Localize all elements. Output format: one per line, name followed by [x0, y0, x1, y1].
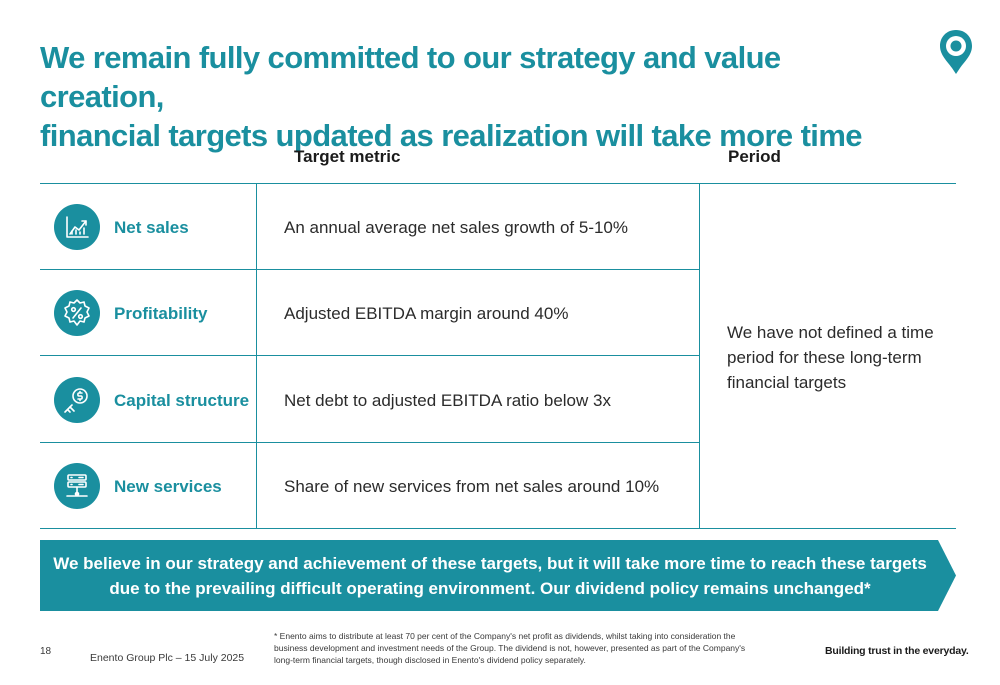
row-metric-capital-structure: Net debt to adjusted EBITDA ratio below … — [284, 391, 611, 410]
row-divider — [40, 355, 699, 356]
page-number: 18 — [40, 646, 52, 657]
row-metric-new-services: Share of new services from net sales aro… — [284, 477, 660, 496]
column-divider-2 — [699, 183, 700, 528]
header-target-metric: Target metric — [294, 147, 401, 166]
page-title: We remain fully committed to our strateg… — [40, 38, 900, 155]
row-metric-net-sales: An annual average net sales growth of 5-… — [284, 218, 629, 237]
row-divider — [40, 442, 699, 443]
server-icon — [54, 463, 100, 509]
table-bottom-border — [40, 528, 956, 529]
header-period: Period — [728, 147, 781, 166]
table-top-border — [40, 183, 956, 184]
row-label-capital-structure: Capital structure — [114, 391, 250, 410]
row-label-new-services: New services — [114, 477, 222, 496]
brand-tagline: Building trust in the everyday. — [825, 645, 969, 657]
dividend-footnote: * Enento aims to distribute at least 70 … — [274, 631, 746, 665]
period-description: We have not defined a time period for th… — [727, 323, 934, 392]
growth-chart-icon — [54, 204, 100, 250]
dollar-coin-icon — [54, 377, 100, 423]
conclusion-banner — [40, 540, 956, 611]
row-divider — [40, 269, 699, 270]
percent-badge-icon — [54, 290, 100, 336]
row-label-net-sales: Net sales — [114, 218, 189, 237]
company-date: Enento Group Plc – 15 July 2025 — [90, 652, 245, 664]
row-label-profitability: Profitability — [114, 304, 208, 323]
column-divider-1 — [256, 183, 257, 528]
row-metric-profitability: Adjusted EBITDA margin around 40% — [284, 304, 569, 323]
title-line-2: financial targets updated as realization… — [40, 118, 863, 153]
conclusion-banner-text: We believe in our strategy and achieveme… — [53, 554, 927, 598]
enento-logo-icon — [940, 30, 972, 74]
title-line-1: We remain fully committed to our strateg… — [40, 40, 781, 114]
